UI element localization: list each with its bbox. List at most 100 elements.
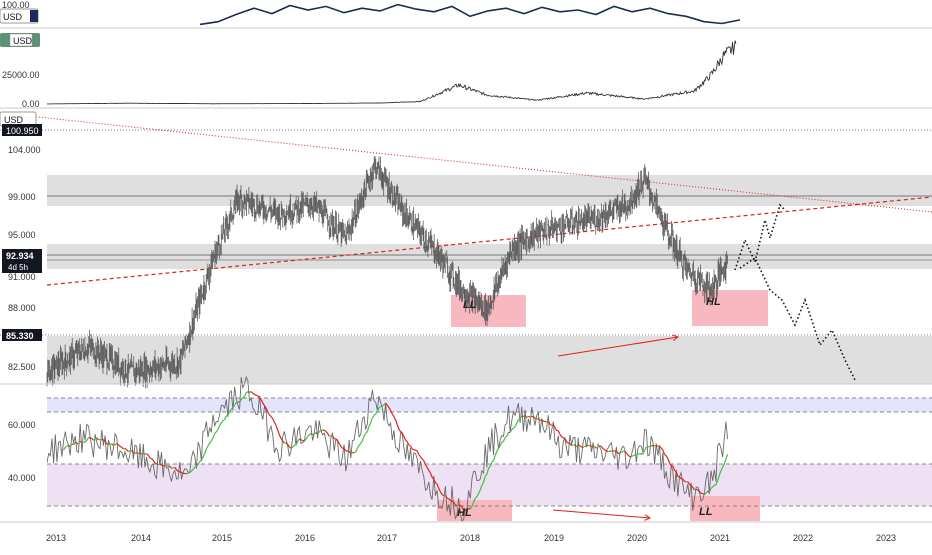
rsi-ma-segment xyxy=(590,445,592,446)
rsi-ma-segment xyxy=(666,456,668,459)
rsi-ma-segment xyxy=(223,419,225,420)
rsi-ma-segment xyxy=(580,446,582,447)
rsi-ma-segment xyxy=(356,448,358,452)
rsi-ma-segment xyxy=(419,454,421,456)
rsi-ma-segment xyxy=(361,441,363,443)
rsi-ma-segment xyxy=(492,461,494,462)
rsi-scale-label-60: 60.000 xyxy=(8,420,36,430)
rsi-ma-segment xyxy=(206,446,208,449)
rsi-ma-segment xyxy=(628,455,630,457)
rsi-ma-segment xyxy=(203,454,205,457)
rsi-ma-segment xyxy=(65,446,67,447)
rsi-ma-segment xyxy=(694,489,696,490)
rsi-ma-segment xyxy=(311,434,313,435)
top-pane-line xyxy=(200,5,740,25)
rsi-ma-segment xyxy=(631,456,633,457)
rsi-ma-segment xyxy=(364,433,366,436)
rsi-ma-segment xyxy=(118,445,120,447)
rsi-ma-segment xyxy=(515,423,517,427)
x-tick-label: 2017 xyxy=(377,533,397,543)
rsi-ma-segment xyxy=(188,473,190,474)
rsi-ma-segment xyxy=(160,464,162,465)
rsi-ma-segment xyxy=(517,420,519,423)
rsi-ma-segment xyxy=(251,391,253,393)
rsi-ma-segment xyxy=(321,430,323,431)
rsi-ma-segment xyxy=(269,415,271,417)
x-tick-label: 2022 xyxy=(793,533,813,543)
rsi-ma-segment xyxy=(354,452,356,453)
rsi-ma-segment xyxy=(341,446,343,448)
main-top-level-tag: 100.950 xyxy=(2,124,42,136)
rsi-ma-segment xyxy=(299,439,301,440)
rsi-ma-segment xyxy=(665,454,667,455)
rsi-ma-segment xyxy=(417,451,419,455)
annotation-ll-main: LL xyxy=(463,299,477,311)
main-scale-label-91: 91.000 xyxy=(8,272,36,282)
rsi-ma-segment xyxy=(447,498,449,499)
rsi-ma-segment xyxy=(416,450,418,451)
main-usd-badge[interactable]: USD xyxy=(0,112,36,126)
rsi-overbought-zone xyxy=(47,398,932,412)
rsi-ma-segment xyxy=(70,444,72,447)
rsi-ma-segment xyxy=(502,441,504,442)
rsi-ma-segment xyxy=(563,438,565,439)
rsi-ma-segment xyxy=(268,412,270,415)
rsi-ma-segment xyxy=(494,455,496,460)
rsi-ma-segment xyxy=(633,455,635,456)
x-tick-label: 2015 xyxy=(212,533,232,543)
rsi-ma-segment xyxy=(278,430,280,434)
rsi-ma-segment xyxy=(97,438,99,440)
rsi-ma-segment xyxy=(371,418,373,423)
btc-usd-badge[interactable]: USD xyxy=(0,33,40,47)
annotation-ll-rsi: LL xyxy=(699,506,713,518)
rsi-ma-segment xyxy=(308,435,310,437)
x-tick-label: 2021 xyxy=(710,533,730,543)
rsi-ma-segment xyxy=(684,481,686,482)
rsi-ma-segment xyxy=(125,448,127,450)
rsi-ma-segment xyxy=(85,440,87,442)
rsi-ma-segment xyxy=(153,460,155,463)
rsi-ma-segment xyxy=(497,448,499,451)
ascending-trendline xyxy=(47,197,932,285)
rsi-ma-segment xyxy=(404,437,406,440)
price-tag-countdown: 4d 5h xyxy=(8,263,28,272)
rsi-ma-segment xyxy=(298,439,300,442)
rsi-ma-segment xyxy=(555,428,557,431)
rsi-ma-segment xyxy=(306,437,308,439)
rsi-ma-segment xyxy=(357,445,359,448)
rsi-ma-segment xyxy=(324,430,326,431)
rsi-ma-segment xyxy=(243,396,245,397)
btc-scale-label-25000: 25000.00 xyxy=(2,70,40,80)
rsi-ma-segment xyxy=(372,415,374,418)
rsi-ma-segment xyxy=(255,394,257,395)
rsi-ma-segment xyxy=(273,419,275,422)
rsi-ma-segment xyxy=(678,476,680,477)
x-tick-label: 2019 xyxy=(544,533,564,543)
btc-scale-label-0: 0.00 xyxy=(22,99,40,109)
rsi-ma-segment xyxy=(598,446,600,447)
rsi-ma-segment xyxy=(75,442,77,443)
rsi-ma-segment xyxy=(140,453,142,454)
level-tag-value: 85.330 xyxy=(6,331,34,341)
rsi-ma-segment xyxy=(253,393,255,394)
rsi-ma-segment xyxy=(162,465,164,466)
rsi-ma-segment xyxy=(339,443,341,446)
rsi-ma-segment xyxy=(122,447,124,449)
annotation-hl-main: HL xyxy=(706,296,721,308)
rsi-ma-segment xyxy=(245,393,247,397)
rsi-ma-segment xyxy=(621,451,623,452)
rsi-ma-segment xyxy=(205,449,207,454)
rsi-ma-segment xyxy=(351,453,353,454)
rsi-ma-segment xyxy=(155,463,157,464)
rsi-ma-segment xyxy=(567,442,569,443)
rsi-ma-segment xyxy=(381,406,383,407)
rsi-ma-segment xyxy=(143,453,145,454)
main-scale-label-99: 99.000 xyxy=(8,192,36,202)
top-usd-badge[interactable]: USD xyxy=(0,9,38,23)
x-tick-label: 2020 xyxy=(627,533,647,543)
rsi-ma-segment xyxy=(200,461,202,462)
rsi-ma-segment xyxy=(562,437,564,438)
rsi-ma-segment xyxy=(495,451,497,455)
rsi-ma-segment xyxy=(328,433,330,436)
rsi-ma-segment xyxy=(422,459,424,461)
